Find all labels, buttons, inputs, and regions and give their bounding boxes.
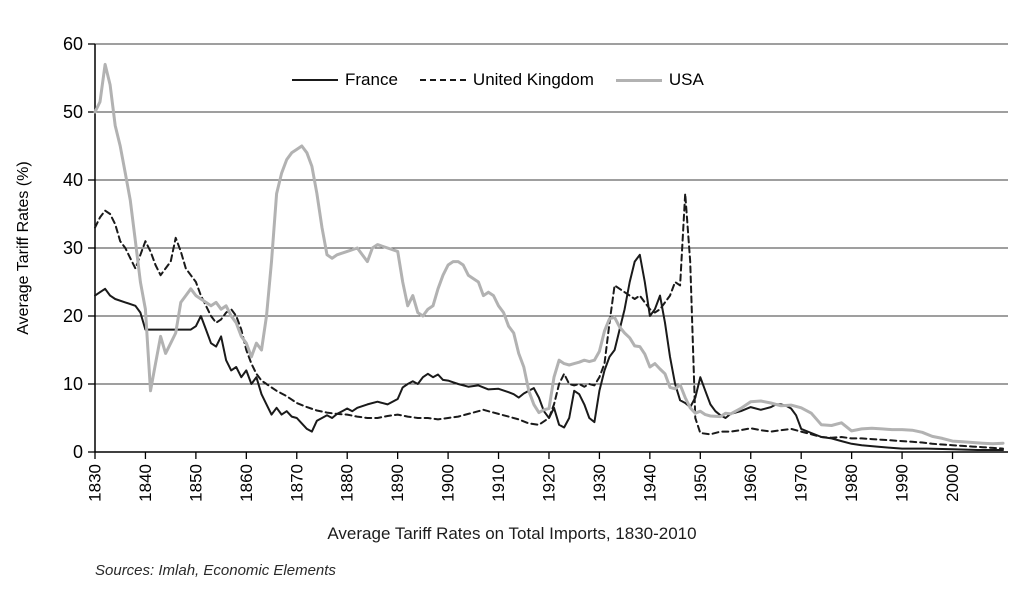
x-tick-label-1970: 1970	[792, 464, 811, 502]
x-tick-label-1920: 1920	[539, 464, 558, 502]
x-tick-label-1930: 1930	[590, 464, 609, 502]
series-line-france	[94, 253, 1004, 451]
legend-label-france: France	[345, 70, 398, 89]
y-tick-label-10: 10	[63, 374, 83, 394]
x-tick-label-1900: 1900	[439, 464, 458, 502]
y-tick-label-30: 30	[63, 238, 83, 258]
chart-legend: France United Kingdom USA	[292, 70, 704, 90]
source-note: Sources: Imlah, Economic Elements	[95, 562, 336, 579]
x-tick-label-1940: 1940	[640, 464, 659, 502]
x-tick-label-1950: 1950	[691, 464, 710, 502]
chart-title: Average Tariff Rates on Total Imports, 1…	[327, 524, 697, 543]
series-line-usa	[93, 62, 1005, 446]
tariff-chart-svg: 0 10 20 30 40 50 60 1830 1840 1850 1860 1870 1880 189…	[63, 34, 1008, 502]
series-line-united-kingdom	[94, 192, 1004, 450]
x-tick-label-1910: 1910	[489, 464, 508, 502]
x-tick-label-1890: 1890	[388, 464, 407, 502]
x-tick-label-1840: 1840	[136, 464, 155, 502]
y-tick-label-0: 0	[73, 442, 83, 462]
x-tick-label-1880: 1880	[338, 464, 357, 502]
x-tick-label-1990: 1990	[893, 464, 912, 502]
y-tick-label-50: 50	[63, 102, 83, 122]
y-tick-label-60: 60	[63, 34, 83, 54]
x-tick-label-1860: 1860	[237, 464, 256, 502]
x-tick-label-1980: 1980	[842, 464, 861, 502]
tariff-chart: 0 10 20 30 40 50 60 1830 1840 1850 1860 1870 1880 189…	[15, 34, 1008, 502]
legend-item-united-kingdom: United Kingdom	[419, 70, 594, 90]
y-tick-label-40: 40	[63, 170, 83, 190]
france-line-sample-icon	[292, 79, 338, 81]
united-kingdom-line-sample-icon	[419, 79, 466, 81]
x-tick-label-1830: 1830	[86, 464, 105, 502]
x-tick-label-1870: 1870	[287, 464, 306, 502]
usa-line-sample-icon	[615, 78, 662, 82]
y-axis-title: Average Tariff Rates (%)	[15, 161, 32, 335]
x-tick-label-2000: 2000	[943, 464, 962, 502]
x-tick-label-1850: 1850	[186, 464, 205, 502]
x-tick-label-1960: 1960	[741, 464, 760, 502]
legend-label-usa: USA	[668, 70, 704, 89]
legend-item-france: France	[292, 70, 398, 90]
y-tick-label-20: 20	[63, 306, 83, 326]
legend-item-usa: USA	[615, 70, 704, 90]
legend-label-united-kingdom: United Kingdom	[472, 70, 594, 89]
